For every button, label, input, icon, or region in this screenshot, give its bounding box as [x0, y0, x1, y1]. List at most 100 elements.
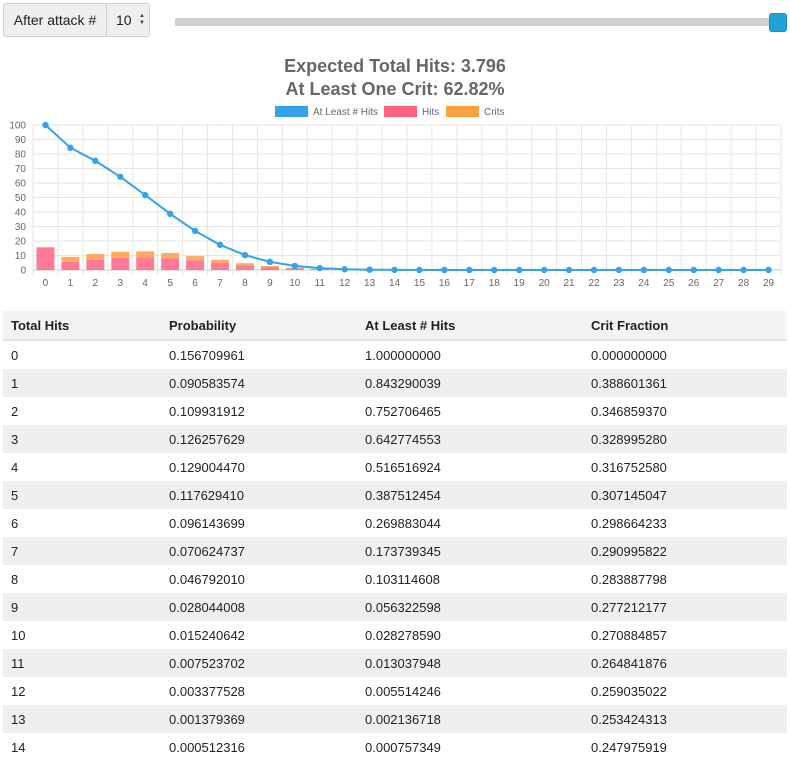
bar-hits [136, 257, 154, 270]
point-at-least-hits [740, 267, 746, 273]
x-tick-label: 2 [93, 278, 99, 289]
spin-down-icon[interactable]: ▼ [139, 20, 145, 27]
x-tick-label: 28 [738, 278, 750, 289]
cell-probability: 0.109931912 [161, 397, 357, 425]
cell-total-hits: 14 [3, 733, 161, 761]
bar-hits [211, 263, 229, 270]
cell-crit-fraction: 0.328995280 [583, 425, 787, 453]
x-tick-label: 21 [564, 278, 576, 289]
point-at-least-hits [117, 174, 123, 180]
x-tick-label: 17 [464, 278, 476, 289]
cell-crit-fraction: 0.253424313 [583, 705, 787, 733]
point-at-least-hits [441, 267, 447, 273]
chart: Expected Total Hits: 3.796 At Least One … [0, 52, 790, 302]
point-at-least-hits [67, 145, 73, 151]
x-tick-label: 8 [242, 278, 248, 289]
x-tick-label: 25 [663, 278, 675, 289]
attack-number-value: 10 [116, 12, 132, 28]
header-at-least-hits: At Least # Hits [357, 311, 583, 340]
y-tick-label: 50 [15, 193, 27, 204]
x-tick-label: 3 [117, 278, 123, 289]
cell-total-hits: 8 [3, 565, 161, 593]
point-at-least-hits [142, 192, 148, 198]
cell-at-least-hits: 1.000000000 [357, 340, 583, 369]
cell-crit-fraction: 0.298664233 [583, 509, 787, 537]
point-at-least-hits [416, 267, 422, 273]
bar-hits [86, 260, 104, 270]
cell-probability: 0.129004470 [161, 453, 357, 481]
x-tick-label: 26 [688, 278, 700, 289]
cell-total-hits: 7 [3, 537, 161, 565]
x-tick-label: 12 [339, 278, 351, 289]
legend-label-crits: Crits [484, 107, 505, 118]
cell-at-least-hits: 0.642774553 [357, 425, 583, 453]
x-tick-label: 29 [763, 278, 775, 289]
y-tick-label: 80 [15, 150, 27, 161]
cell-probability: 0.007523702 [161, 649, 357, 677]
spin-up-icon[interactable]: ▲ [139, 13, 145, 20]
cell-crit-fraction: 0.270884857 [583, 621, 787, 649]
cell-total-hits: 11 [3, 649, 161, 677]
cell-probability: 0.028044008 [161, 593, 357, 621]
cell-at-least-hits: 0.516516924 [357, 453, 583, 481]
bar-crits [186, 256, 204, 260]
bar-crits [86, 254, 104, 260]
header-crit-fraction: Crit Fraction [583, 311, 787, 340]
cell-probability: 0.001379369 [161, 705, 357, 733]
legend-swatch-hits [384, 106, 417, 117]
cell-probability: 0.000512316 [161, 733, 357, 761]
cell-crit-fraction: 0.290995822 [583, 537, 787, 565]
x-tick-label: 13 [364, 278, 376, 289]
cell-probability: 0.070624737 [161, 537, 357, 565]
x-tick-label: 24 [638, 278, 650, 289]
bar-crits [211, 260, 229, 263]
x-tick-label: 18 [489, 278, 501, 289]
x-tick-label: 0 [43, 278, 49, 289]
x-tick-label: 19 [514, 278, 526, 289]
point-at-least-hits [391, 267, 397, 273]
bar-crits [261, 266, 279, 267]
bar-crits [236, 263, 254, 265]
cell-crit-fraction: 0.000000000 [583, 340, 787, 369]
bar-hits [236, 265, 254, 270]
cell-crit-fraction: 0.307145047 [583, 481, 787, 509]
point-at-least-hits [691, 267, 697, 273]
y-tick-label: 10 [15, 251, 27, 262]
cell-crit-fraction: 0.247975919 [583, 733, 787, 761]
point-at-least-hits [292, 263, 298, 269]
point-at-least-hits [167, 211, 173, 217]
y-tick-label: 0 [20, 266, 26, 277]
legend-label-at-least: At Least # Hits [313, 107, 378, 118]
bar-hits [36, 247, 54, 270]
point-at-least-hits [317, 265, 323, 271]
attack-selector: After attack # 10 ▲ ▼ [3, 3, 150, 37]
cell-total-hits: 9 [3, 593, 161, 621]
cell-total-hits: 3 [3, 425, 161, 453]
cell-total-hits: 0 [3, 340, 161, 369]
x-tick-label: 27 [713, 278, 725, 289]
attack-slider-track[interactable] [175, 18, 775, 26]
bar-crits [111, 252, 129, 258]
point-at-least-hits [192, 228, 198, 234]
bar-hits [161, 258, 179, 270]
x-tick-label: 7 [217, 278, 223, 289]
cell-crit-fraction: 0.283887798 [583, 565, 787, 593]
cell-at-least-hits: 0.013037948 [357, 649, 583, 677]
attack-slider-thumb[interactable] [769, 13, 787, 32]
x-tick-label: 5 [167, 278, 173, 289]
x-tick-label: 16 [439, 278, 451, 289]
cell-probability: 0.117629410 [161, 481, 357, 509]
spinner-arrows-icon[interactable]: ▲ ▼ [139, 13, 145, 27]
cell-total-hits: 1 [3, 369, 161, 397]
point-at-least-hits [217, 242, 223, 248]
attack-number-input[interactable]: 10 ▲ ▼ [108, 4, 150, 36]
